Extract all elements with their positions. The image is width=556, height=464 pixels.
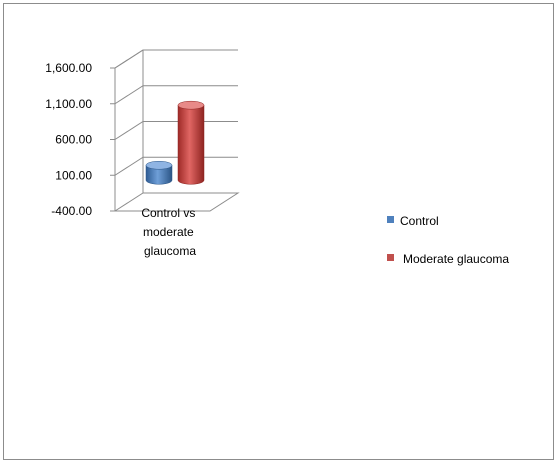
y-tick-label: 600.00 bbox=[55, 133, 92, 147]
gridline bbox=[110, 85, 238, 105]
gridlines bbox=[110, 49, 240, 212]
category-label-line: Control vs bbox=[141, 206, 195, 220]
gridline-path bbox=[114, 156, 238, 176]
bar-top bbox=[177, 100, 205, 110]
gridline bbox=[110, 121, 238, 140]
category-label-line: glaucoma bbox=[144, 244, 196, 258]
y-tick-label: 1,600.00 bbox=[45, 61, 92, 75]
gridline-path bbox=[114, 85, 238, 105]
legend-swatch-moderate-glaucoma bbox=[387, 254, 394, 261]
category-label: Control vs moderate glaucoma bbox=[141, 206, 198, 258]
legend-item-control: Control bbox=[387, 214, 439, 228]
y-tick-label: 1,100.00 bbox=[45, 97, 92, 111]
bar-body bbox=[145, 164, 173, 185]
legend-swatch-control bbox=[387, 216, 394, 223]
bar-body bbox=[177, 104, 205, 185]
gridline bbox=[110, 49, 238, 69]
gridline-path bbox=[114, 121, 238, 140]
floor-outline bbox=[114, 192, 240, 212]
bar-moderate-glaucoma bbox=[177, 100, 205, 185]
gridline bbox=[110, 156, 238, 176]
legend-label-moderate-glaucoma: Moderate glaucoma bbox=[403, 252, 509, 266]
bar-control bbox=[145, 160, 173, 185]
y-axis-tick-labels: 1,600.00 1,100.00 600.00 100.00 -400.00 bbox=[45, 61, 92, 218]
y-tick-label: -400.00 bbox=[51, 204, 92, 218]
legend-label-control: Control bbox=[400, 214, 439, 228]
legend: Control Moderate glaucoma bbox=[387, 214, 509, 266]
floor bbox=[110, 192, 240, 212]
bars bbox=[145, 100, 205, 185]
chart-svg: 1,600.00 1,100.00 600.00 100.00 -400.00 Cont… bbox=[45, 49, 509, 266]
category-label-line: moderate bbox=[143, 225, 194, 239]
legend-item-moderate-glaucoma: Moderate glaucoma bbox=[387, 252, 509, 266]
bar-top bbox=[145, 160, 173, 170]
gridline-path bbox=[114, 49, 238, 69]
y-tick-label: 100.00 bbox=[55, 168, 92, 182]
chart-frame: 1,600.00 1,100.00 600.00 100.00 -400.00 Cont… bbox=[3, 3, 554, 460]
